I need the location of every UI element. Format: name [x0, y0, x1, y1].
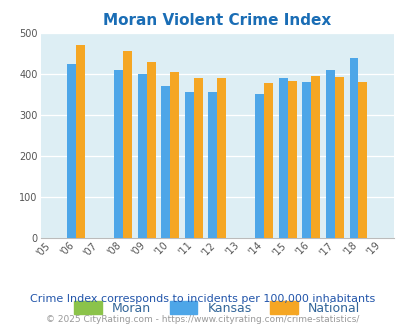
- Bar: [208, 92, 217, 238]
- Bar: [193, 78, 202, 238]
- Bar: [302, 82, 311, 238]
- Bar: [146, 62, 155, 238]
- Bar: [278, 78, 287, 238]
- Bar: [170, 72, 179, 238]
- Legend: Moran, Kansas, National: Moran, Kansas, National: [74, 301, 359, 315]
- Bar: [358, 82, 367, 238]
- Bar: [76, 45, 85, 238]
- Bar: [325, 70, 334, 238]
- Bar: [161, 86, 170, 238]
- Text: Crime Index corresponds to incidents per 100,000 inhabitants: Crime Index corresponds to incidents per…: [30, 294, 375, 304]
- Text: © 2025 CityRating.com - https://www.cityrating.com/crime-statistics/: © 2025 CityRating.com - https://www.city…: [46, 315, 359, 324]
- Bar: [334, 77, 343, 238]
- Bar: [184, 92, 193, 238]
- Bar: [349, 57, 358, 238]
- Bar: [287, 81, 296, 238]
- Bar: [123, 51, 132, 238]
- Title: Moran Violent Crime Index: Moran Violent Crime Index: [103, 13, 330, 28]
- Bar: [67, 64, 76, 238]
- Bar: [114, 70, 123, 238]
- Bar: [255, 94, 264, 238]
- Bar: [217, 78, 226, 238]
- Bar: [137, 74, 146, 238]
- Bar: [264, 83, 273, 238]
- Bar: [311, 76, 320, 238]
